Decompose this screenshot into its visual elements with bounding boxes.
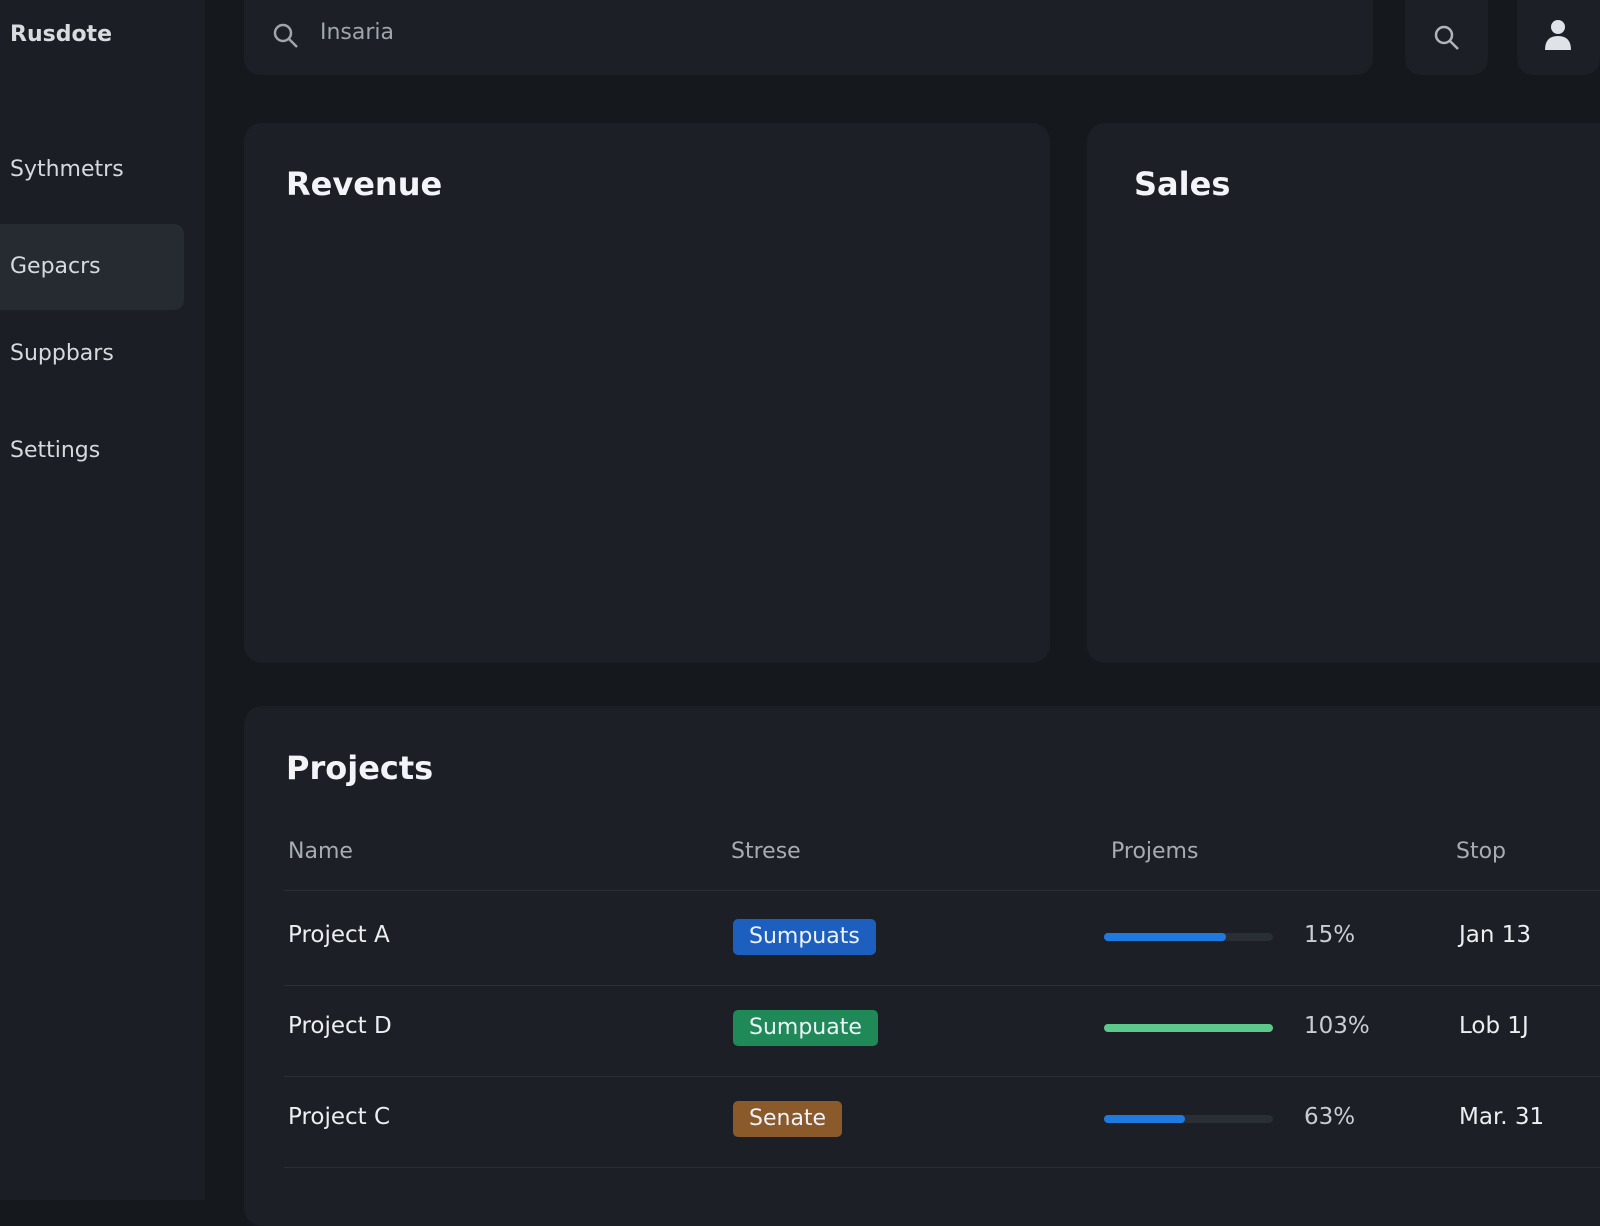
search-bar[interactable]: Insaria xyxy=(244,0,1373,75)
nav-item[interactable]: Gepacrs xyxy=(10,254,101,279)
progress-fill xyxy=(1104,1024,1273,1032)
brand: Rusdote xyxy=(10,22,112,47)
header-divider xyxy=(284,890,1600,891)
search-icon xyxy=(1434,25,1459,50)
body: Rusdote Sythmetrs Gepacrs Suppbars Settings… xyxy=(0,0,1600,1200)
project-name: Project D xyxy=(288,1013,392,1039)
sidebar: Rusdote Sythmetrs Gepacrs Suppbars Settings xyxy=(0,0,205,1200)
progress-track xyxy=(1104,933,1273,941)
sales-card: Sales 1%7%0%5%0%HloSubTiopRelDat xyxy=(1087,123,1600,663)
profile-button[interactable] xyxy=(1517,0,1600,75)
user-icon xyxy=(1545,20,1571,50)
card-title: Revenue xyxy=(286,165,443,203)
progress-fill xyxy=(1104,933,1226,941)
progress-track xyxy=(1104,1115,1273,1123)
status-badge: Sumpuats xyxy=(733,919,876,955)
row-divider xyxy=(284,1076,1600,1077)
card-title: Projects xyxy=(286,749,434,787)
project-name: Project A xyxy=(288,922,390,948)
nav-item[interactable]: Sythmetrs xyxy=(10,157,124,182)
date: Lob 1J xyxy=(1459,1013,1529,1039)
date: Mar. 31 xyxy=(1459,1104,1545,1130)
nav-item[interactable]: Suppbars xyxy=(10,341,114,366)
search-icon xyxy=(273,23,298,48)
progress-track xyxy=(1104,1024,1273,1032)
progress-fill xyxy=(1104,1115,1186,1123)
column-header: Strese xyxy=(731,839,801,864)
row-divider xyxy=(284,1167,1600,1168)
project-name: Project C xyxy=(288,1104,391,1130)
card-title: Sales xyxy=(1134,165,1231,203)
row-divider xyxy=(284,985,1600,986)
nav-item[interactable]: Settings xyxy=(10,438,101,463)
progress-label: 63% xyxy=(1304,1104,1356,1130)
page: { "sidebar": {"brand": "Rusdote", "items… xyxy=(0,0,1600,1200)
progress-label: 103% xyxy=(1304,1013,1370,1039)
column-header: Stop xyxy=(1456,839,1507,864)
search-placeholder: Insaria xyxy=(320,20,395,45)
date: Jan 13 xyxy=(1459,922,1532,948)
revenue-card: Revenue P%1%10%2%7%FtleFisMavApoBoto xyxy=(244,123,1050,663)
status-badge: Senate xyxy=(733,1101,843,1137)
column-header: Name xyxy=(288,839,353,864)
status-badge: Sumpuate xyxy=(733,1010,878,1046)
column-header: Projems xyxy=(1111,839,1199,864)
nav-active xyxy=(0,224,184,310)
search-button[interactable] xyxy=(1405,0,1488,75)
projects-card: Projects Name Strese Projems Stop Project A S… xyxy=(244,706,1600,1226)
progress-label: 15% xyxy=(1304,922,1356,948)
